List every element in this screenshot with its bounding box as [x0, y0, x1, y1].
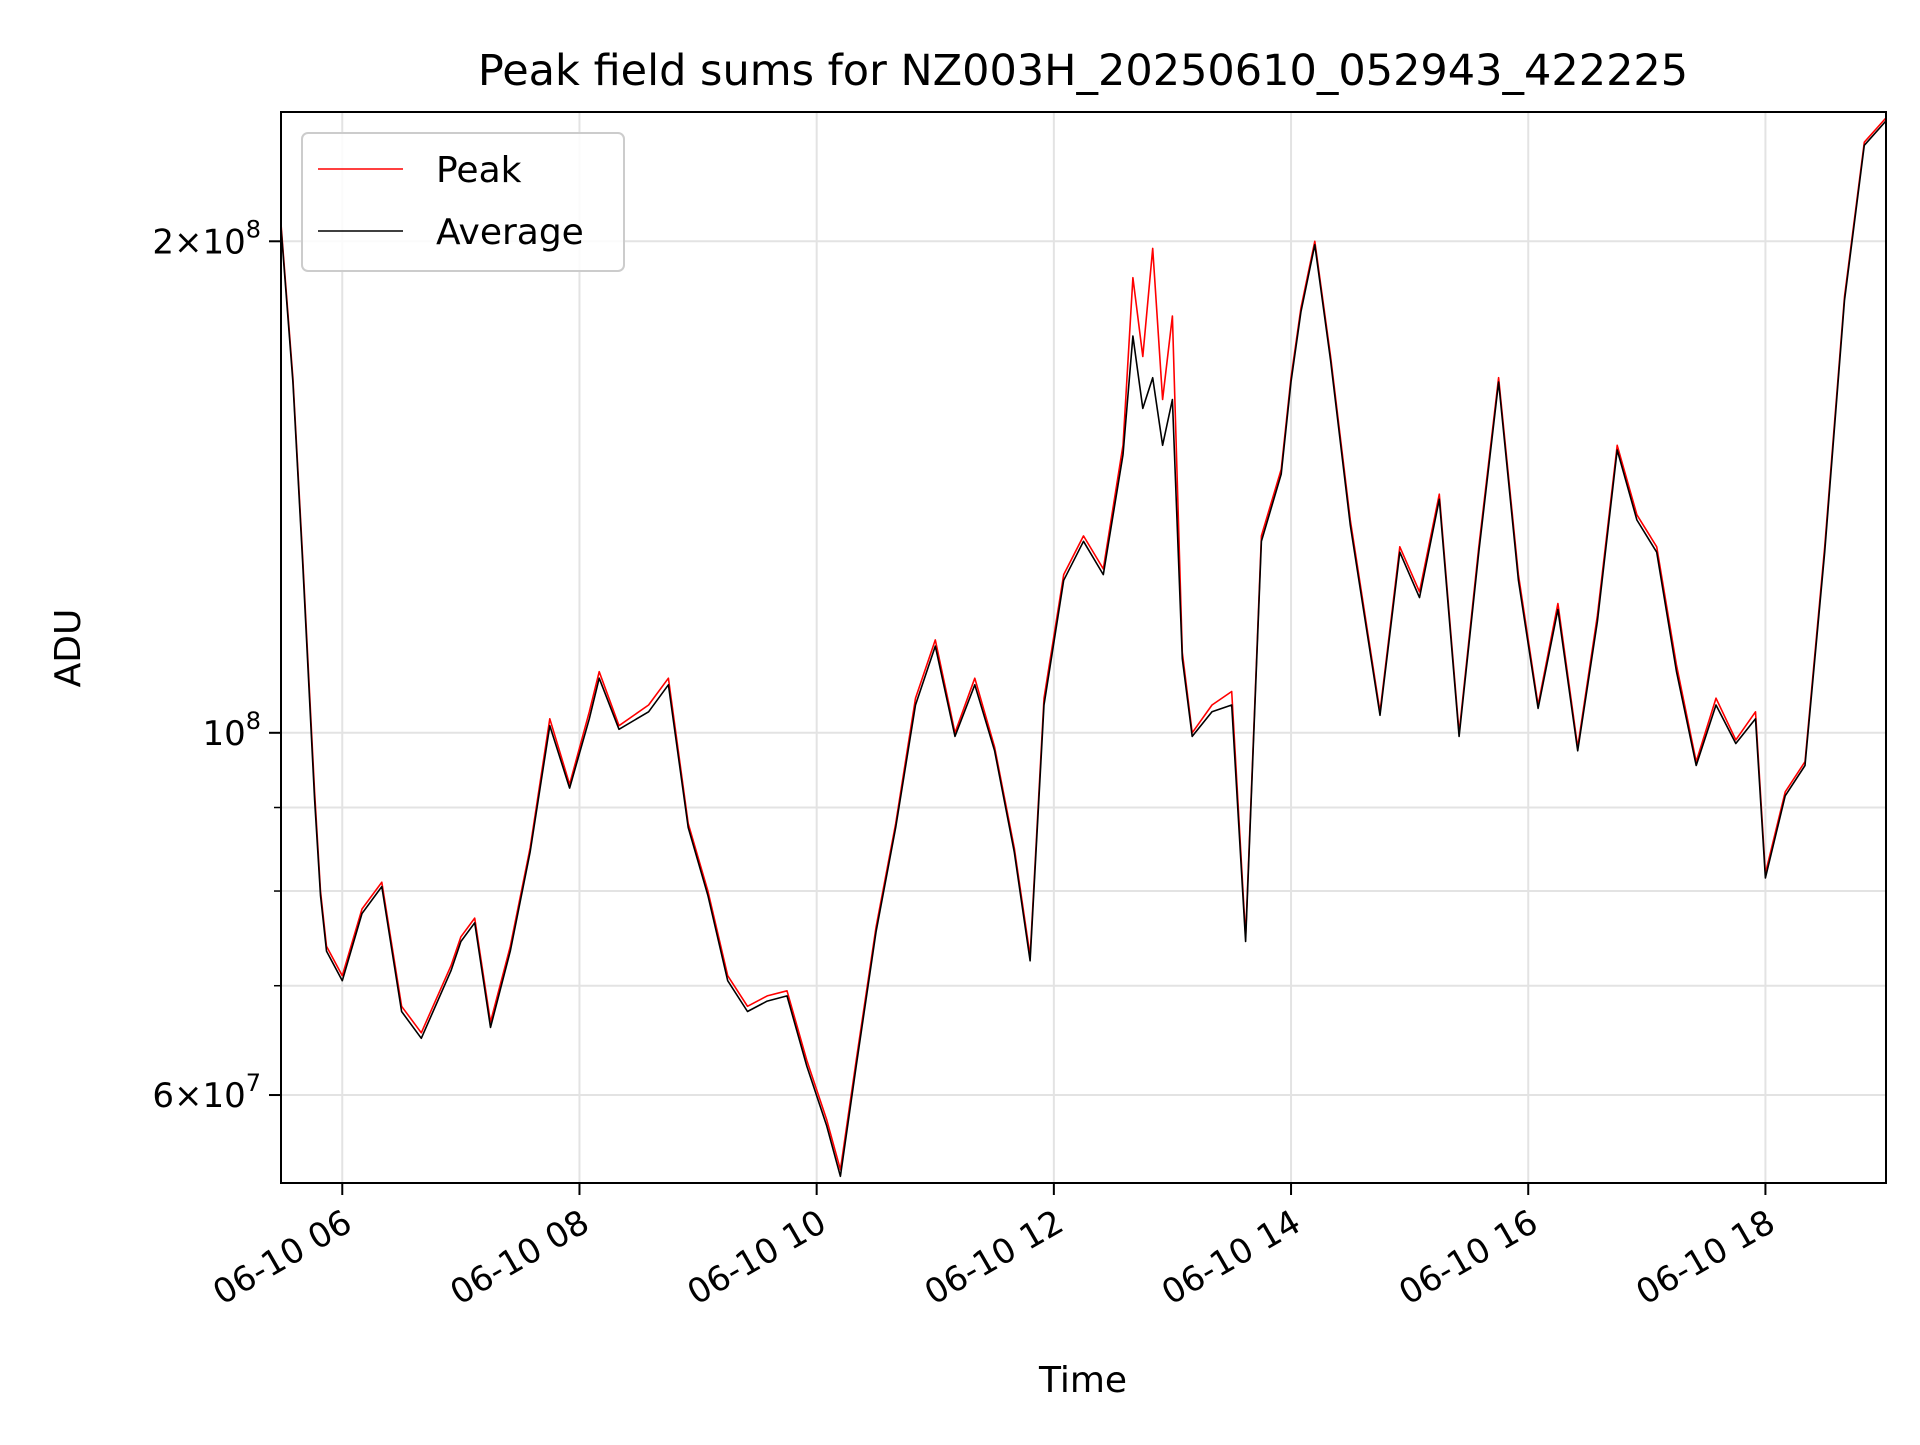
y-tick-label: 2×108: [152, 215, 261, 262]
x-axis-label: Time: [1038, 1360, 1127, 1401]
series-layer: [280, 117, 1887, 1178]
series-line-peak: [280, 117, 1887, 1171]
legend: Peak Average: [301, 132, 625, 272]
y-tick-label: 6×107: [152, 1069, 261, 1116]
legend-label-average: Average: [436, 212, 584, 253]
legend-box: [301, 132, 625, 272]
plot-frame: [280, 111, 1887, 1184]
chart-title: Peak field sums for NZ003H_20250610_0529…: [478, 46, 1688, 96]
series-line-average: [280, 120, 1887, 1178]
y-axis-label: ADU: [48, 609, 89, 688]
legend-label-peak: Peak: [436, 150, 522, 191]
